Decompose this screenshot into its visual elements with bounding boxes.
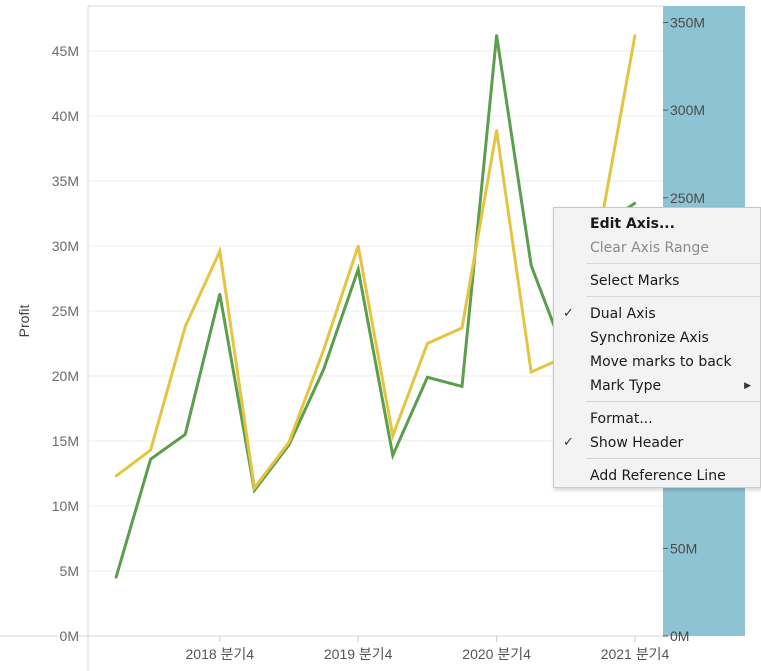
x-axis-ticks[interactable]: 2018 분기4 2019 분기4 2020 분기4 2021 분기4 bbox=[186, 636, 670, 662]
data-point[interactable] bbox=[426, 376, 429, 379]
data-point[interactable] bbox=[357, 268, 360, 271]
check-icon: ✓ bbox=[563, 306, 574, 321]
right-axis-tick-label: 0M bbox=[670, 628, 689, 644]
menu-item-label: Mark Type bbox=[590, 378, 662, 394]
menu-item-mark-type[interactable]: Mark Type ▶ bbox=[554, 374, 760, 398]
data-point[interactable] bbox=[322, 348, 325, 352]
menu-item-label: Show Header bbox=[590, 435, 684, 451]
data-point[interactable] bbox=[495, 34, 498, 37]
menu-item-label: Add Reference Line bbox=[590, 468, 726, 484]
right-axis-tick-label: 300M bbox=[670, 102, 705, 118]
menu-item-label: Format... bbox=[590, 411, 653, 427]
check-icon: ✓ bbox=[563, 435, 574, 450]
right-axis-tick-label: 50M bbox=[670, 540, 697, 556]
x-axis-tick-label: 2020 분기4 bbox=[462, 646, 531, 662]
menu-item-label: Move marks to back bbox=[590, 354, 732, 370]
data-point[interactable] bbox=[391, 434, 394, 437]
menu-item-label: Select Marks bbox=[590, 273, 680, 289]
menu-item-show-header[interactable]: ✓ Show Header bbox=[554, 431, 760, 455]
data-point[interactable] bbox=[114, 576, 118, 579]
menu-item-add-reference-line[interactable]: Add Reference Line bbox=[554, 464, 760, 488]
submenu-arrow-icon: ▶ bbox=[744, 381, 751, 391]
data-point[interactable] bbox=[287, 441, 291, 444]
menu-separator bbox=[586, 401, 760, 402]
left-axis-tick-label: 20M bbox=[52, 368, 79, 384]
data-point[interactable] bbox=[184, 433, 187, 436]
context-menu: Edit Axis... Clear Axis Range Select Marks… bbox=[553, 207, 761, 488]
menu-separator bbox=[586, 296, 760, 297]
menu-item-clear-axis-range[interactable]: Clear Axis Range bbox=[554, 236, 760, 260]
series-line-0[interactable] bbox=[114, 35, 636, 578]
left-axis-tick-label: 0M bbox=[60, 628, 79, 644]
series-layer[interactable] bbox=[114, 34, 637, 579]
data-point[interactable] bbox=[357, 244, 360, 248]
data-point[interactable] bbox=[460, 326, 464, 330]
left-axis-tick-label: 15M bbox=[52, 433, 79, 449]
data-point[interactable] bbox=[391, 454, 394, 457]
data-point[interactable] bbox=[530, 370, 533, 374]
x-axis-tick-label: 2019 분기4 bbox=[324, 646, 393, 662]
data-point[interactable] bbox=[184, 325, 187, 328]
left-axis-tick-label: 5M bbox=[60, 563, 79, 579]
left-axis-tick-label: 30M bbox=[52, 238, 79, 254]
data-point[interactable] bbox=[495, 129, 498, 132]
data-point[interactable] bbox=[149, 458, 152, 461]
right-axis-tick-label: 250M bbox=[670, 190, 705, 206]
menu-item-move-marks-to-back[interactable]: Move marks to back bbox=[554, 350, 760, 374]
menu-item-synchronize-axis[interactable]: Synchronize Axis bbox=[554, 326, 760, 350]
left-axis-ticks[interactable]: 0M 5M 10M 15M 20M 25M 30M 35M 40M 45M bbox=[52, 43, 79, 644]
menu-item-edit-axis[interactable]: Edit Axis... bbox=[554, 212, 760, 236]
x-axis-tick-label: 2021 분기4 bbox=[601, 646, 670, 662]
left-axis-tick-label: 40M bbox=[52, 108, 79, 124]
menu-item-label: Edit Axis... bbox=[590, 216, 675, 232]
data-point[interactable] bbox=[218, 250, 221, 253]
data-point[interactable] bbox=[530, 264, 533, 267]
menu-item-select-marks[interactable]: Select Marks bbox=[554, 269, 760, 293]
left-axis-tick-label: 25M bbox=[52, 303, 79, 319]
menu-item-dual-axis[interactable]: ✓ Dual Axis bbox=[554, 302, 760, 326]
menu-item-format[interactable]: Format... bbox=[554, 407, 760, 431]
data-point[interactable] bbox=[149, 448, 152, 452]
series-line-1[interactable] bbox=[115, 35, 637, 492]
left-axis-tick-label: 35M bbox=[52, 173, 79, 189]
menu-separator bbox=[586, 263, 760, 264]
data-point[interactable] bbox=[322, 368, 325, 371]
x-axis-tick-label: 2018 분기4 bbox=[186, 646, 255, 662]
data-point[interactable] bbox=[218, 292, 221, 296]
menu-item-label: Dual Axis bbox=[590, 306, 656, 322]
menu-item-label: Synchronize Axis bbox=[590, 330, 709, 346]
data-point[interactable] bbox=[426, 342, 429, 345]
left-axis-tick-label: 45M bbox=[52, 43, 79, 59]
data-point[interactable] bbox=[633, 34, 637, 37]
data-point[interactable] bbox=[253, 486, 256, 489]
right-axis-tick-label: 350M bbox=[670, 15, 705, 31]
data-point[interactable] bbox=[460, 385, 464, 388]
right-axis-ticks[interactable]: 0M 50M 250M 300M 350M bbox=[663, 15, 705, 644]
menu-separator bbox=[586, 458, 760, 459]
y-axis-label: Profit bbox=[16, 305, 32, 338]
data-point[interactable] bbox=[114, 474, 118, 478]
data-point[interactable] bbox=[633, 201, 637, 205]
menu-item-label: Clear Axis Range bbox=[590, 240, 709, 256]
left-axis-tick-label: 10M bbox=[52, 498, 79, 514]
